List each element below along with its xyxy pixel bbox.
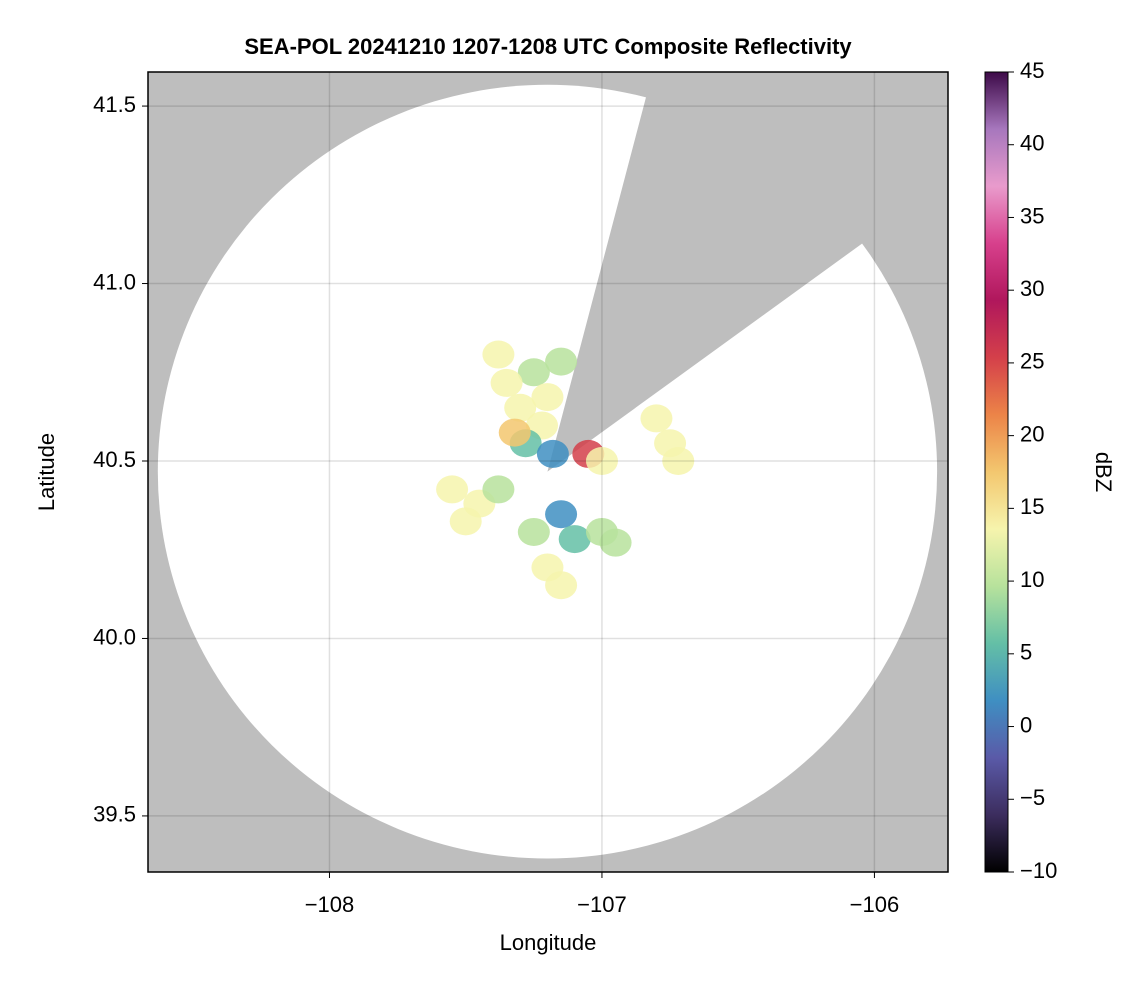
y-axis-label: Latitude: [34, 433, 59, 511]
colorbar-label: dBZ: [1091, 452, 1116, 492]
chart-title: SEA-POL 20241210 1207-1208 UTC Composite…: [244, 34, 852, 59]
echo-cell: [662, 446, 695, 475]
colorbar-tick-label: 30: [1020, 276, 1044, 301]
echo-cell: [640, 404, 673, 433]
echo-cell: [436, 475, 469, 504]
echo-cell: [517, 358, 550, 387]
y-tick-label: 41.5: [93, 92, 136, 117]
blocked-sector: [547, 72, 948, 472]
colorbar: [984, 71, 1009, 873]
y-tick-label: 40.5: [93, 447, 136, 472]
echo-cell: [545, 500, 578, 529]
echo-cell: [545, 571, 578, 600]
colorbar-tick-label: −10: [1020, 858, 1057, 883]
colorbar-tick-label: 45: [1020, 58, 1044, 83]
echo-cell: [449, 507, 482, 536]
x-tick-label: −106: [850, 892, 900, 917]
x-axis-label: Longitude: [500, 930, 597, 955]
echo-cell: [531, 383, 564, 412]
plot-area: [148, 72, 948, 872]
colorbar-tick-label: 40: [1020, 131, 1044, 156]
echo-cell: [585, 446, 618, 475]
echo-cell: [490, 368, 523, 397]
colorbar-tick-label: 15: [1020, 494, 1044, 519]
colorbar-tick-label: −5: [1020, 785, 1045, 810]
y-tick-label: 41.0: [93, 269, 136, 294]
colorbar-tick-label: 20: [1020, 421, 1044, 446]
plot-frame: [147, 71, 949, 873]
axes: −108 −107 −106 39.5 40.0 40.5 41.0 41.5 −10 −5 0 5 1…: [93, 58, 1057, 917]
echo-cell: [498, 418, 531, 447]
colorbar-tick-label: 35: [1020, 203, 1044, 228]
echo-cell: [482, 340, 515, 369]
echo-cell: [558, 525, 591, 554]
colorbar-tick-label: 5: [1020, 640, 1032, 665]
colorbar-tick-label: 10: [1020, 567, 1044, 592]
y-tick-label: 39.5: [93, 802, 136, 827]
x-tick-label: −108: [305, 892, 355, 917]
echo-cell: [536, 439, 569, 468]
echo-cell: [504, 393, 537, 422]
y-tick-label: 40.0: [93, 624, 136, 649]
x-tick-label: −107: [577, 892, 627, 917]
echo-cell: [599, 528, 632, 557]
echo-cell: [545, 347, 578, 376]
colorbar-tick-label: 0: [1020, 712, 1032, 737]
echo-cell: [482, 475, 515, 504]
echo-cell: [517, 517, 550, 546]
colorbar-tick-label: 25: [1020, 349, 1044, 374]
